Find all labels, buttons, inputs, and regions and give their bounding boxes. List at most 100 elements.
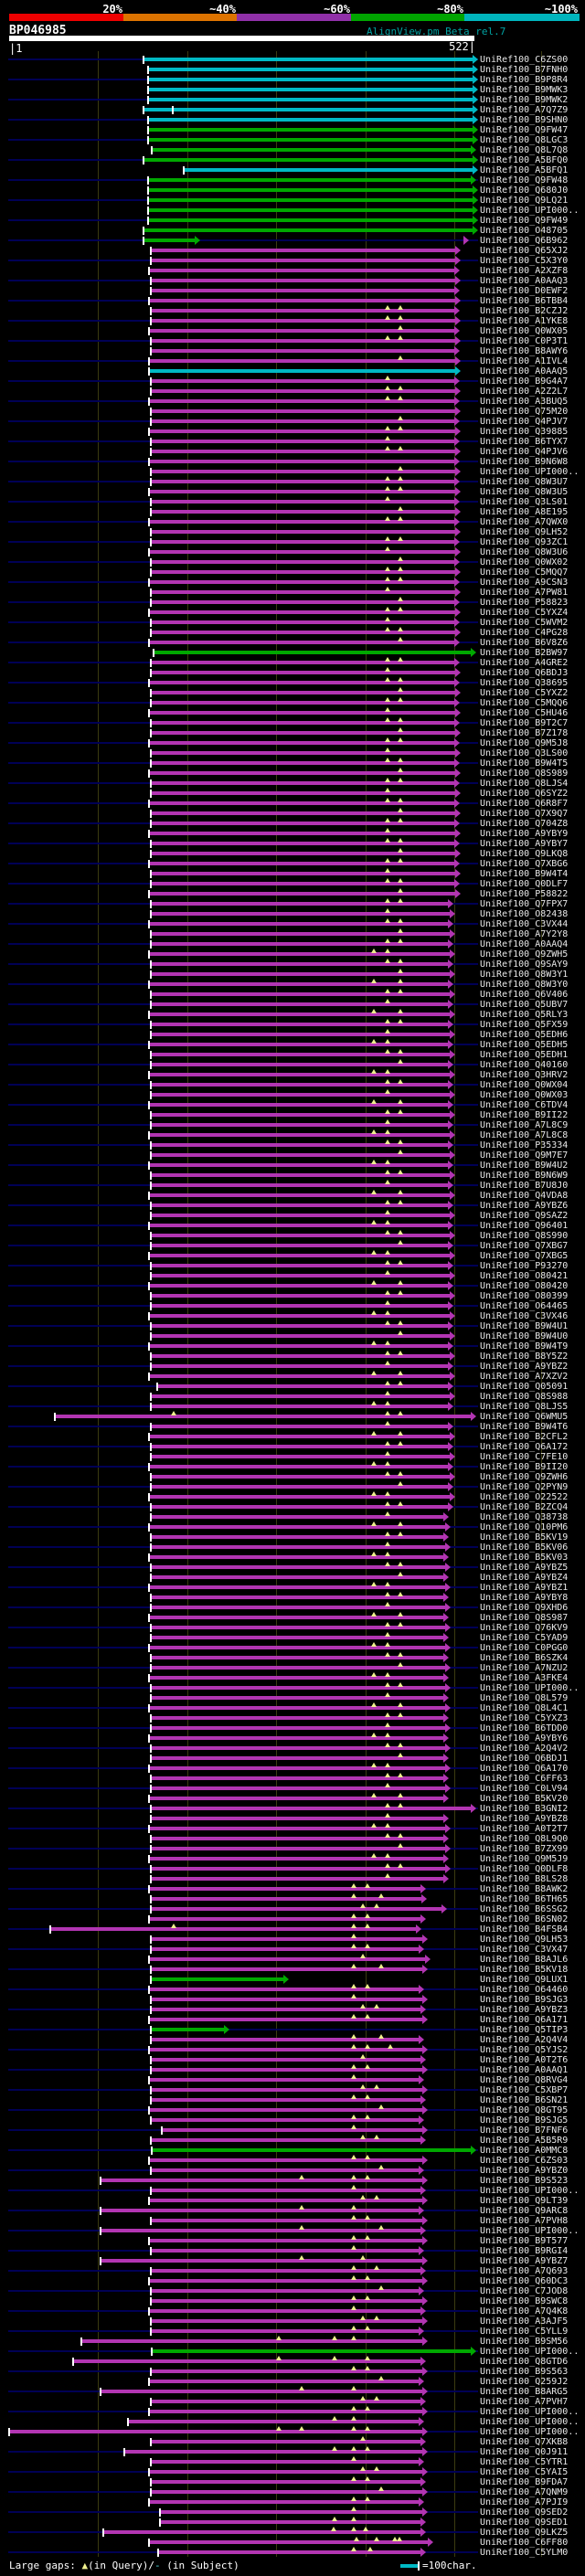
- hit-label[interactable]: UniRef100_Q9SED2: [480, 2507, 569, 2518]
- hit-label[interactable]: UniRef100_A5BFQ1: [480, 164, 569, 175]
- hit-bar[interactable]: [149, 368, 455, 373]
- hit-label[interactable]: UniRef100_B8ARG5: [480, 2386, 569, 2397]
- hit-label[interactable]: UniRef100_A2XZF8: [480, 265, 569, 276]
- hit-label[interactable]: UniRef100_A9YBY9: [480, 828, 569, 839]
- hit-bar[interactable]: [151, 841, 454, 845]
- hit-label[interactable]: UniRef100_A7Q7Z9: [480, 104, 569, 115]
- hit-label[interactable]: UniRef100_Q8W3Y1: [480, 969, 569, 980]
- hit-label[interactable]: UniRef100_B9N6W8: [480, 456, 569, 467]
- hit-bar[interactable]: [151, 569, 455, 574]
- hit-bar[interactable]: [151, 1786, 445, 1790]
- hit-bar[interactable]: [148, 97, 473, 101]
- hit-bar[interactable]: [149, 2539, 428, 2544]
- hit-label[interactable]: UniRef100_A9YBZ2: [480, 1361, 569, 1372]
- hit-bar[interactable]: [124, 2449, 422, 2454]
- hit-label[interactable]: UniRef100_B9W4U2: [480, 1160, 569, 1171]
- hit-label[interactable]: UniRef100_A0AAQ4: [480, 938, 569, 949]
- hit-label[interactable]: UniRef100_A9YBZ4: [480, 1572, 569, 1583]
- hit-label[interactable]: UniRef100_B9S563: [480, 2366, 569, 2377]
- hit-bar[interactable]: [151, 1152, 450, 1157]
- hit-bar[interactable]: [151, 1062, 448, 1066]
- hit-label[interactable]: UniRef100_C6FF80: [480, 2537, 569, 2548]
- hit-bar[interactable]: [151, 1263, 448, 1267]
- hit-bar[interactable]: [149, 2469, 422, 2474]
- hit-bar[interactable]: [149, 610, 455, 614]
- hit-bar[interactable]: [151, 419, 454, 423]
- hit-label[interactable]: UniRef100_Q05091: [480, 1381, 569, 1392]
- hit-bar[interactable]: [151, 258, 455, 262]
- hit-bar[interactable]: [149, 459, 454, 463]
- hit-label[interactable]: UniRef100_B8AJL6: [480, 1954, 569, 1965]
- hit-label[interactable]: UniRef100_A9YBZ1: [480, 1582, 569, 1593]
- hit-bar[interactable]: [149, 519, 454, 524]
- hit-label[interactable]: UniRef100_C5YXZ4: [480, 607, 569, 618]
- hit-bar[interactable]: [149, 981, 448, 986]
- hit-label[interactable]: UniRef100_C3VX46: [480, 1310, 569, 1321]
- hit-label[interactable]: UniRef100_Q7XBG6: [480, 858, 569, 869]
- hit-bar[interactable]: [151, 408, 455, 413]
- hit-bar[interactable]: [151, 1776, 443, 1780]
- hit-label[interactable]: UniRef100_Q60DC3: [480, 2275, 569, 2286]
- hit-label[interactable]: UniRef100_A7PJI9: [480, 2496, 569, 2507]
- hit-label[interactable]: UniRef100_UPI000..: [480, 466, 580, 477]
- hit-label[interactable]: UniRef100_Q9SAZ2: [480, 1210, 569, 1221]
- hit-bar[interactable]: [149, 1524, 445, 1529]
- hit-label[interactable]: UniRef100_B9MWK3: [480, 84, 569, 95]
- hit-bar[interactable]: [149, 1042, 448, 1046]
- hit-label[interactable]: UniRef100_O80421: [480, 1270, 569, 1281]
- hit-label[interactable]: UniRef100_Q65XJ2: [480, 245, 569, 256]
- hit-label[interactable]: UniRef100_A7L8C9: [480, 1119, 569, 1130]
- hit-bar[interactable]: [158, 2549, 420, 2554]
- hit-label[interactable]: UniRef100_B3GNI2: [480, 1803, 569, 1814]
- hit-bar[interactable]: [149, 2238, 422, 2242]
- hit-bar[interactable]: [149, 1313, 450, 1318]
- hit-label[interactable]: UniRef100_Q3LS01: [480, 496, 569, 507]
- hit-label[interactable]: UniRef100_Q9ARC8: [480, 2205, 569, 2216]
- hit-bar[interactable]: [151, 1936, 422, 1941]
- hit-bar[interactable]: [149, 1012, 450, 1016]
- hit-label[interactable]: UniRef100_Q8RVG4: [480, 2074, 569, 2085]
- hit-label[interactable]: UniRef100_Q7XKB8: [480, 2436, 569, 2447]
- hit-label[interactable]: UniRef100_Q4PJV7: [480, 416, 569, 427]
- hit-bar[interactable]: [162, 2127, 422, 2132]
- hit-label[interactable]: UniRef100_A7PVH8: [480, 2215, 569, 2226]
- hit-bar[interactable]: [151, 1695, 443, 1700]
- hit-bar[interactable]: [149, 2157, 422, 2162]
- hit-label[interactable]: UniRef100_A3BUQ5: [480, 396, 569, 407]
- hit-bar[interactable]: [152, 2348, 471, 2353]
- hit-bar[interactable]: [148, 137, 473, 142]
- hit-bar[interactable]: [151, 871, 455, 875]
- hit-bar[interactable]: [144, 107, 473, 111]
- hit-bar[interactable]: [148, 127, 473, 132]
- hit-label[interactable]: UniRef100_Q259J2: [480, 2376, 569, 2387]
- hit-label[interactable]: UniRef100_Q680J0: [480, 185, 569, 196]
- hit-bar[interactable]: [151, 1092, 450, 1097]
- hit-label[interactable]: UniRef100_B7FNH0: [480, 64, 569, 75]
- hit-bar[interactable]: [151, 1303, 448, 1308]
- hit-label[interactable]: UniRef100_A9YBY7: [480, 838, 569, 849]
- hit-bar[interactable]: [149, 549, 455, 554]
- hit-label[interactable]: UniRef100_O82438: [480, 908, 569, 919]
- hit-label[interactable]: UniRef100_B9W4T9: [480, 1341, 569, 1352]
- hit-bar[interactable]: [151, 1504, 448, 1509]
- hit-label[interactable]: UniRef100_Q6BDJ1: [480, 1753, 569, 1764]
- hit-bar[interactable]: [149, 1102, 448, 1107]
- hit-label[interactable]: UniRef100_Q3LS00: [480, 747, 569, 758]
- hit-label[interactable]: UniRef100_C5YXZ2: [480, 687, 569, 698]
- hit-bar[interactable]: [149, 800, 454, 805]
- hit-bar[interactable]: [151, 630, 455, 634]
- hit-bar[interactable]: [144, 238, 195, 242]
- hit-label[interactable]: UniRef100_Q9LQ21: [480, 195, 569, 206]
- hit-bar[interactable]: [149, 1675, 443, 1680]
- hit-label[interactable]: UniRef100_Q9ZWH5: [480, 949, 569, 959]
- hit-bar[interactable]: [151, 911, 450, 916]
- hit-label[interactable]: UniRef100_O80399: [480, 1290, 569, 1301]
- hit-bar[interactable]: [151, 348, 454, 353]
- hit-label[interactable]: UniRef100_C5XBP7: [480, 2084, 569, 2095]
- hit-label[interactable]: UniRef100_O22522: [480, 1491, 569, 1502]
- hit-bar[interactable]: [151, 2489, 422, 2494]
- hit-label[interactable]: UniRef100_Q6V406: [480, 989, 569, 1000]
- hit-label[interactable]: UniRef100_B9SJG5: [480, 2115, 569, 2125]
- hit-bar[interactable]: [149, 2198, 422, 2202]
- hit-bar[interactable]: [149, 1554, 443, 1559]
